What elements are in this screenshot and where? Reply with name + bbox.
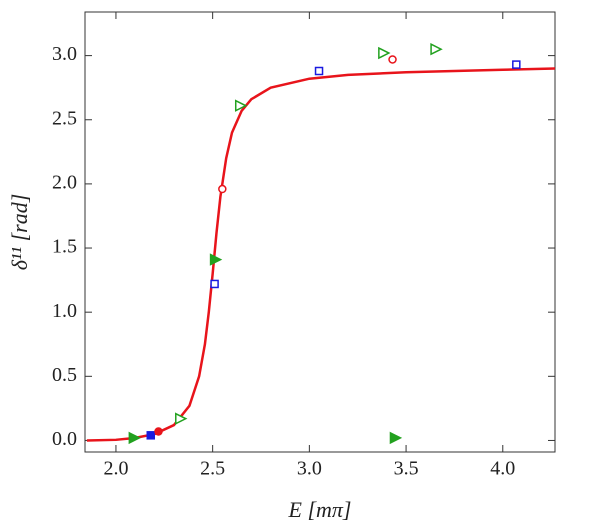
triangle-point	[175, 412, 188, 425]
circle-point	[388, 55, 397, 64]
square-point	[314, 66, 324, 76]
y-tick-label: 3.0	[52, 43, 77, 65]
y-tick-label: 0.0	[52, 428, 77, 450]
circle-point	[218, 184, 227, 194]
triangle-point	[234, 99, 248, 112]
plot-frame	[84, 11, 556, 453]
y-tick-label: 1.0	[52, 300, 77, 322]
triangle-point	[430, 42, 443, 56]
triangle-point	[389, 431, 403, 445]
fit-curve	[86, 67, 555, 442]
y-tick-label: 0.5	[52, 364, 77, 386]
x-tick-label: 3.5	[394, 458, 419, 480]
y-tick-label: 1.5	[52, 236, 77, 258]
x-axis-title: E [mπ]	[288, 497, 352, 522]
triangle-point	[128, 431, 142, 445]
x-tick-label: 4.0	[490, 458, 515, 480]
x-tick-label: 2.0	[103, 458, 128, 480]
square-point	[210, 279, 219, 289]
triangle-point	[378, 46, 391, 60]
y-axis-title: δ¹¹ [rad]	[7, 194, 32, 271]
x-tick-label: 2.5	[200, 458, 225, 480]
square-point	[146, 431, 156, 440]
square-point	[512, 60, 521, 69]
y-tick-label: 2.5	[52, 107, 77, 129]
circle-point	[154, 427, 163, 436]
y-tick-label: 2.0	[52, 171, 77, 193]
triangle-point	[209, 253, 223, 266]
x-tick-label: 3.0	[297, 458, 322, 480]
